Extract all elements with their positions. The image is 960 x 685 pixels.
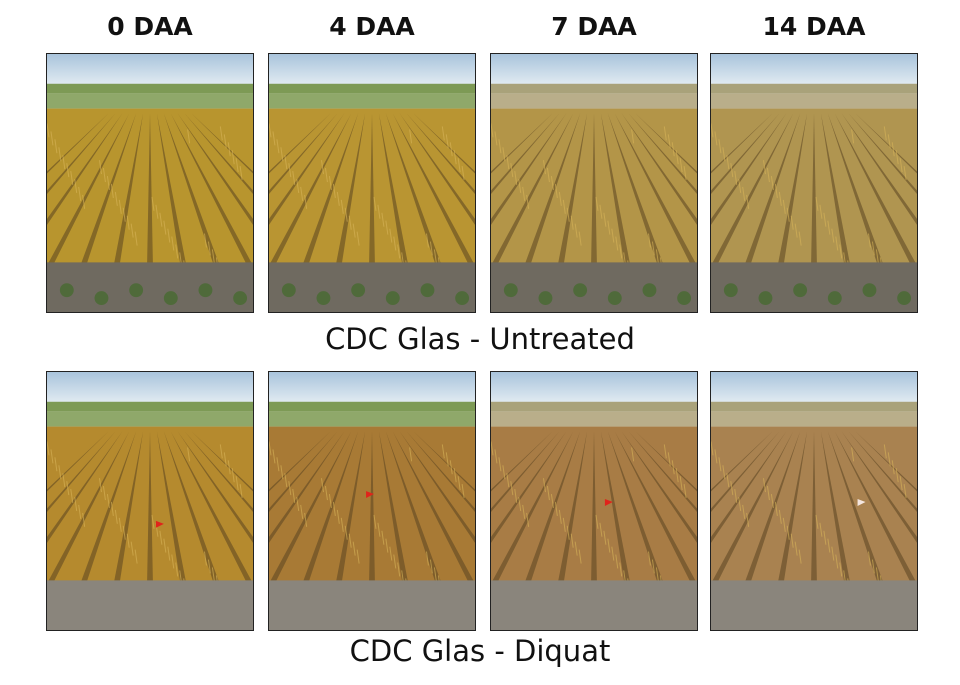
field-photo-diquat-0-daa — [46, 371, 254, 631]
field-photo-untreated-0-daa — [46, 53, 254, 313]
field-photo-diquat-7-daa — [490, 371, 698, 631]
column-header-14: 14 DAA — [762, 12, 866, 41]
marker-flag-icon — [366, 491, 374, 499]
caption-untreated: CDC Glas - Untreated — [325, 322, 635, 356]
field-photo-diquat-14-daa — [710, 371, 918, 631]
marker-flag-icon — [604, 499, 613, 506]
marker-flag-icon — [155, 520, 164, 528]
column-header-4: 4 DAA — [329, 12, 415, 41]
marker-flag-icon — [857, 499, 866, 506]
field-photo-untreated-4-daa — [268, 53, 476, 313]
caption-diquat: CDC Glas - Diquat — [349, 634, 611, 668]
column-header-7: 7 DAA — [551, 12, 637, 41]
field-photo-diquat-4-daa — [268, 371, 476, 631]
field-photo-untreated-14-daa — [710, 53, 918, 313]
field-photo-untreated-7-daa — [490, 53, 698, 313]
column-header-0: 0 DAA — [107, 12, 193, 41]
